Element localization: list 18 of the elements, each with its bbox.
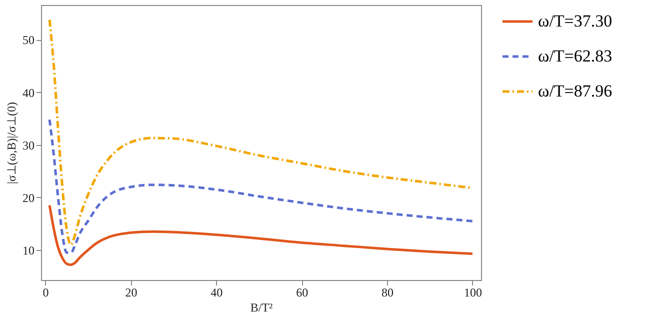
x-tick-label: 40 xyxy=(210,286,223,300)
x-tick-label: 20 xyxy=(125,286,138,300)
x-axis-title: B/T² xyxy=(250,300,274,314)
legend-label: ω/T=87.96 xyxy=(538,82,612,100)
y-tick-label: 40 xyxy=(22,86,34,100)
x-tick-label: 80 xyxy=(382,286,394,300)
legend-label: ω/T=62.83 xyxy=(538,46,612,66)
x-tick-label: 60 xyxy=(296,286,308,300)
line-series xyxy=(48,204,474,266)
x-tick-label: 0 xyxy=(42,286,49,300)
line-series xyxy=(48,118,474,254)
legend-label: ω/T=37.30 xyxy=(538,12,612,30)
y-tick-label: 30 xyxy=(22,138,34,152)
y-tick-label: 10 xyxy=(22,244,34,258)
y-tick-label: 50 xyxy=(22,33,34,48)
y-tick-label: 20 xyxy=(22,190,34,205)
y-axis-title: |σ⊥(ω,B)|/σ⊥(0) xyxy=(4,102,18,184)
x-tick-label: 100 xyxy=(464,286,482,300)
